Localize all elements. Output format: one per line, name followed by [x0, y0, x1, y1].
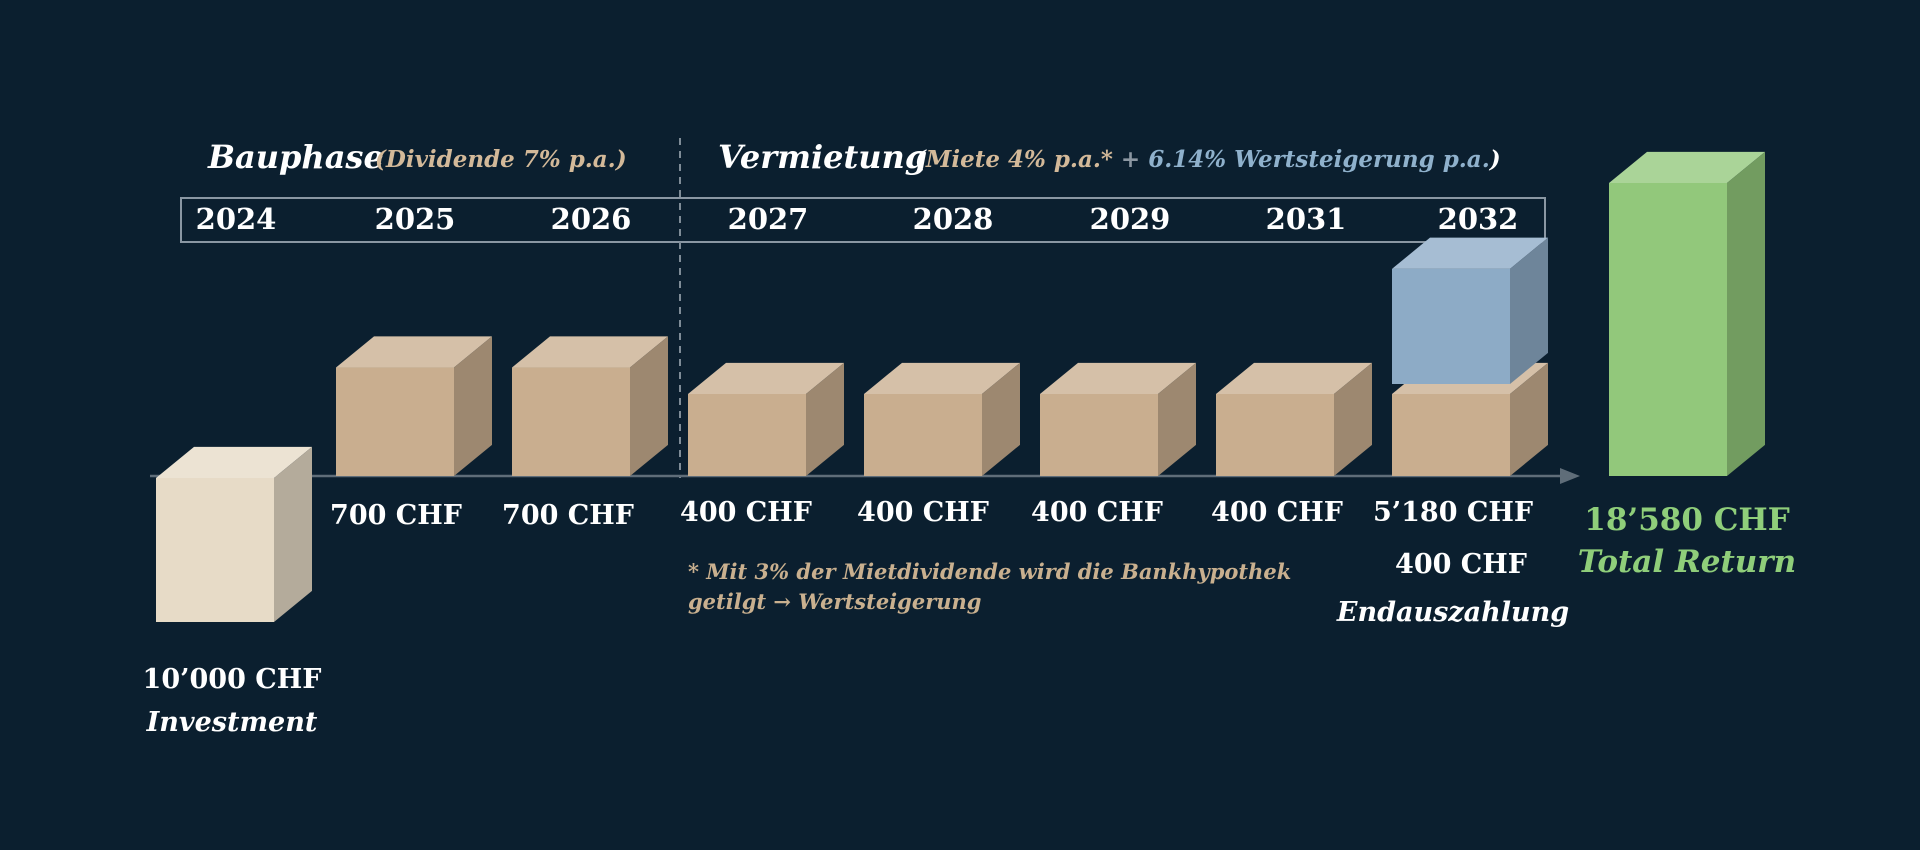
- dividend-bar-top: [336, 336, 492, 368]
- dividend-bar-front: [336, 367, 454, 476]
- dividend-bar-side: [1158, 362, 1196, 476]
- dividend-bar-top: [688, 362, 844, 394]
- total-return-bar: [1609, 151, 1765, 476]
- phase-bau-subtitle: (Dividende 7% p.a.): [375, 146, 627, 173]
- year-label: 2028: [912, 202, 994, 236]
- year-label: 2029: [1089, 202, 1171, 236]
- dividend-bar-top: [1040, 362, 1196, 394]
- dividend-bar: [512, 336, 668, 476]
- total-return-caption: Total Return: [1577, 544, 1797, 580]
- timeline-arrow-icon: [1560, 468, 1580, 484]
- year-row-frame: [180, 197, 1546, 243]
- footnote: * Mit 3% der Mietdividende wird die Bank…: [688, 559, 1292, 615]
- final-payout-caption: Endauszahlung: [1336, 597, 1570, 628]
- investment-cube: [156, 446, 312, 622]
- investment-cube-front: [156, 478, 274, 622]
- bar-value-label: 700 CHF: [330, 500, 462, 531]
- investment-cube-side: [274, 446, 312, 622]
- bar-value-label: 700 CHF: [502, 500, 634, 531]
- dividend-bar-top: [512, 336, 668, 368]
- year-label: 2025: [374, 202, 456, 236]
- value-growth-bar-side: [1510, 237, 1548, 384]
- dividend-bar-side: [454, 336, 492, 476]
- dividend-bar-front: [1216, 394, 1334, 476]
- dividend-bar-front: [864, 394, 982, 476]
- growth-rate-text: 6.14% Wertsteigerung p.a.: [1148, 146, 1490, 173]
- dividend-bar-side: [982, 362, 1020, 476]
- dividend-bar-side: [630, 336, 668, 476]
- dividend-bar-side: [1510, 362, 1548, 476]
- paren-close: ): [1489, 146, 1501, 173]
- dividend-bar-front: [512, 367, 630, 476]
- bar-value-label: 400 CHF: [680, 497, 812, 528]
- year-label: 2026: [550, 202, 632, 236]
- dividend-bar-top: [864, 362, 1020, 394]
- dividend-bar: [1040, 362, 1196, 476]
- investment-caption: Investment: [146, 707, 318, 738]
- value-growth-bar-front: [1392, 268, 1510, 384]
- dividend-bar-side: [1334, 362, 1372, 476]
- dividend-bar-front: [1040, 394, 1158, 476]
- plus-sign: +: [1112, 146, 1149, 173]
- value-growth-bar-top: [1392, 237, 1548, 269]
- year-label: 2032: [1437, 202, 1519, 236]
- bar-value-label: 400 CHF: [1211, 497, 1343, 528]
- final-dividend-label: 400 CHF: [1395, 549, 1527, 580]
- dividend-bar-front: [1392, 394, 1510, 476]
- final-value-label: 5’180 CHF: [1372, 497, 1534, 528]
- dividend-bar-top: [1216, 362, 1372, 394]
- dividend-bar-front: [688, 394, 806, 476]
- dividend-bar: [864, 362, 1020, 476]
- total-return-bar-top: [1609, 151, 1765, 183]
- rent-rate-text: Miete 4% p.a.*: [925, 146, 1113, 173]
- year-label: 2027: [727, 202, 809, 236]
- year-label: 2031: [1265, 202, 1347, 236]
- investment-amount-label: 10’000 CHF: [142, 664, 322, 695]
- bar-value-label: 400 CHF: [1031, 497, 1163, 528]
- total-return-bar-front: [1609, 183, 1727, 476]
- phase-vermietung-title: Vermietung: [718, 138, 928, 176]
- year-label: 2024: [195, 202, 277, 236]
- paren-open: (: [915, 146, 926, 173]
- bar-value-label: 400 CHF: [857, 497, 989, 528]
- investment-cube-top: [156, 446, 312, 478]
- total-amount-label: 18’580 CHF: [1584, 502, 1790, 538]
- total-return-bar-side: [1727, 151, 1765, 476]
- dividend-bar: [336, 336, 492, 476]
- dividend-bar: [688, 362, 844, 476]
- value-growth-bar: [1392, 237, 1548, 384]
- phase-bau-title: Bauphase: [208, 138, 384, 176]
- dividend-bar-side: [806, 362, 844, 476]
- phase-vermietung-subtitle: (Miete 4% p.a.* + 6.14% Wertsteigerung p…: [915, 146, 1501, 173]
- dividend-bar: [1216, 362, 1372, 476]
